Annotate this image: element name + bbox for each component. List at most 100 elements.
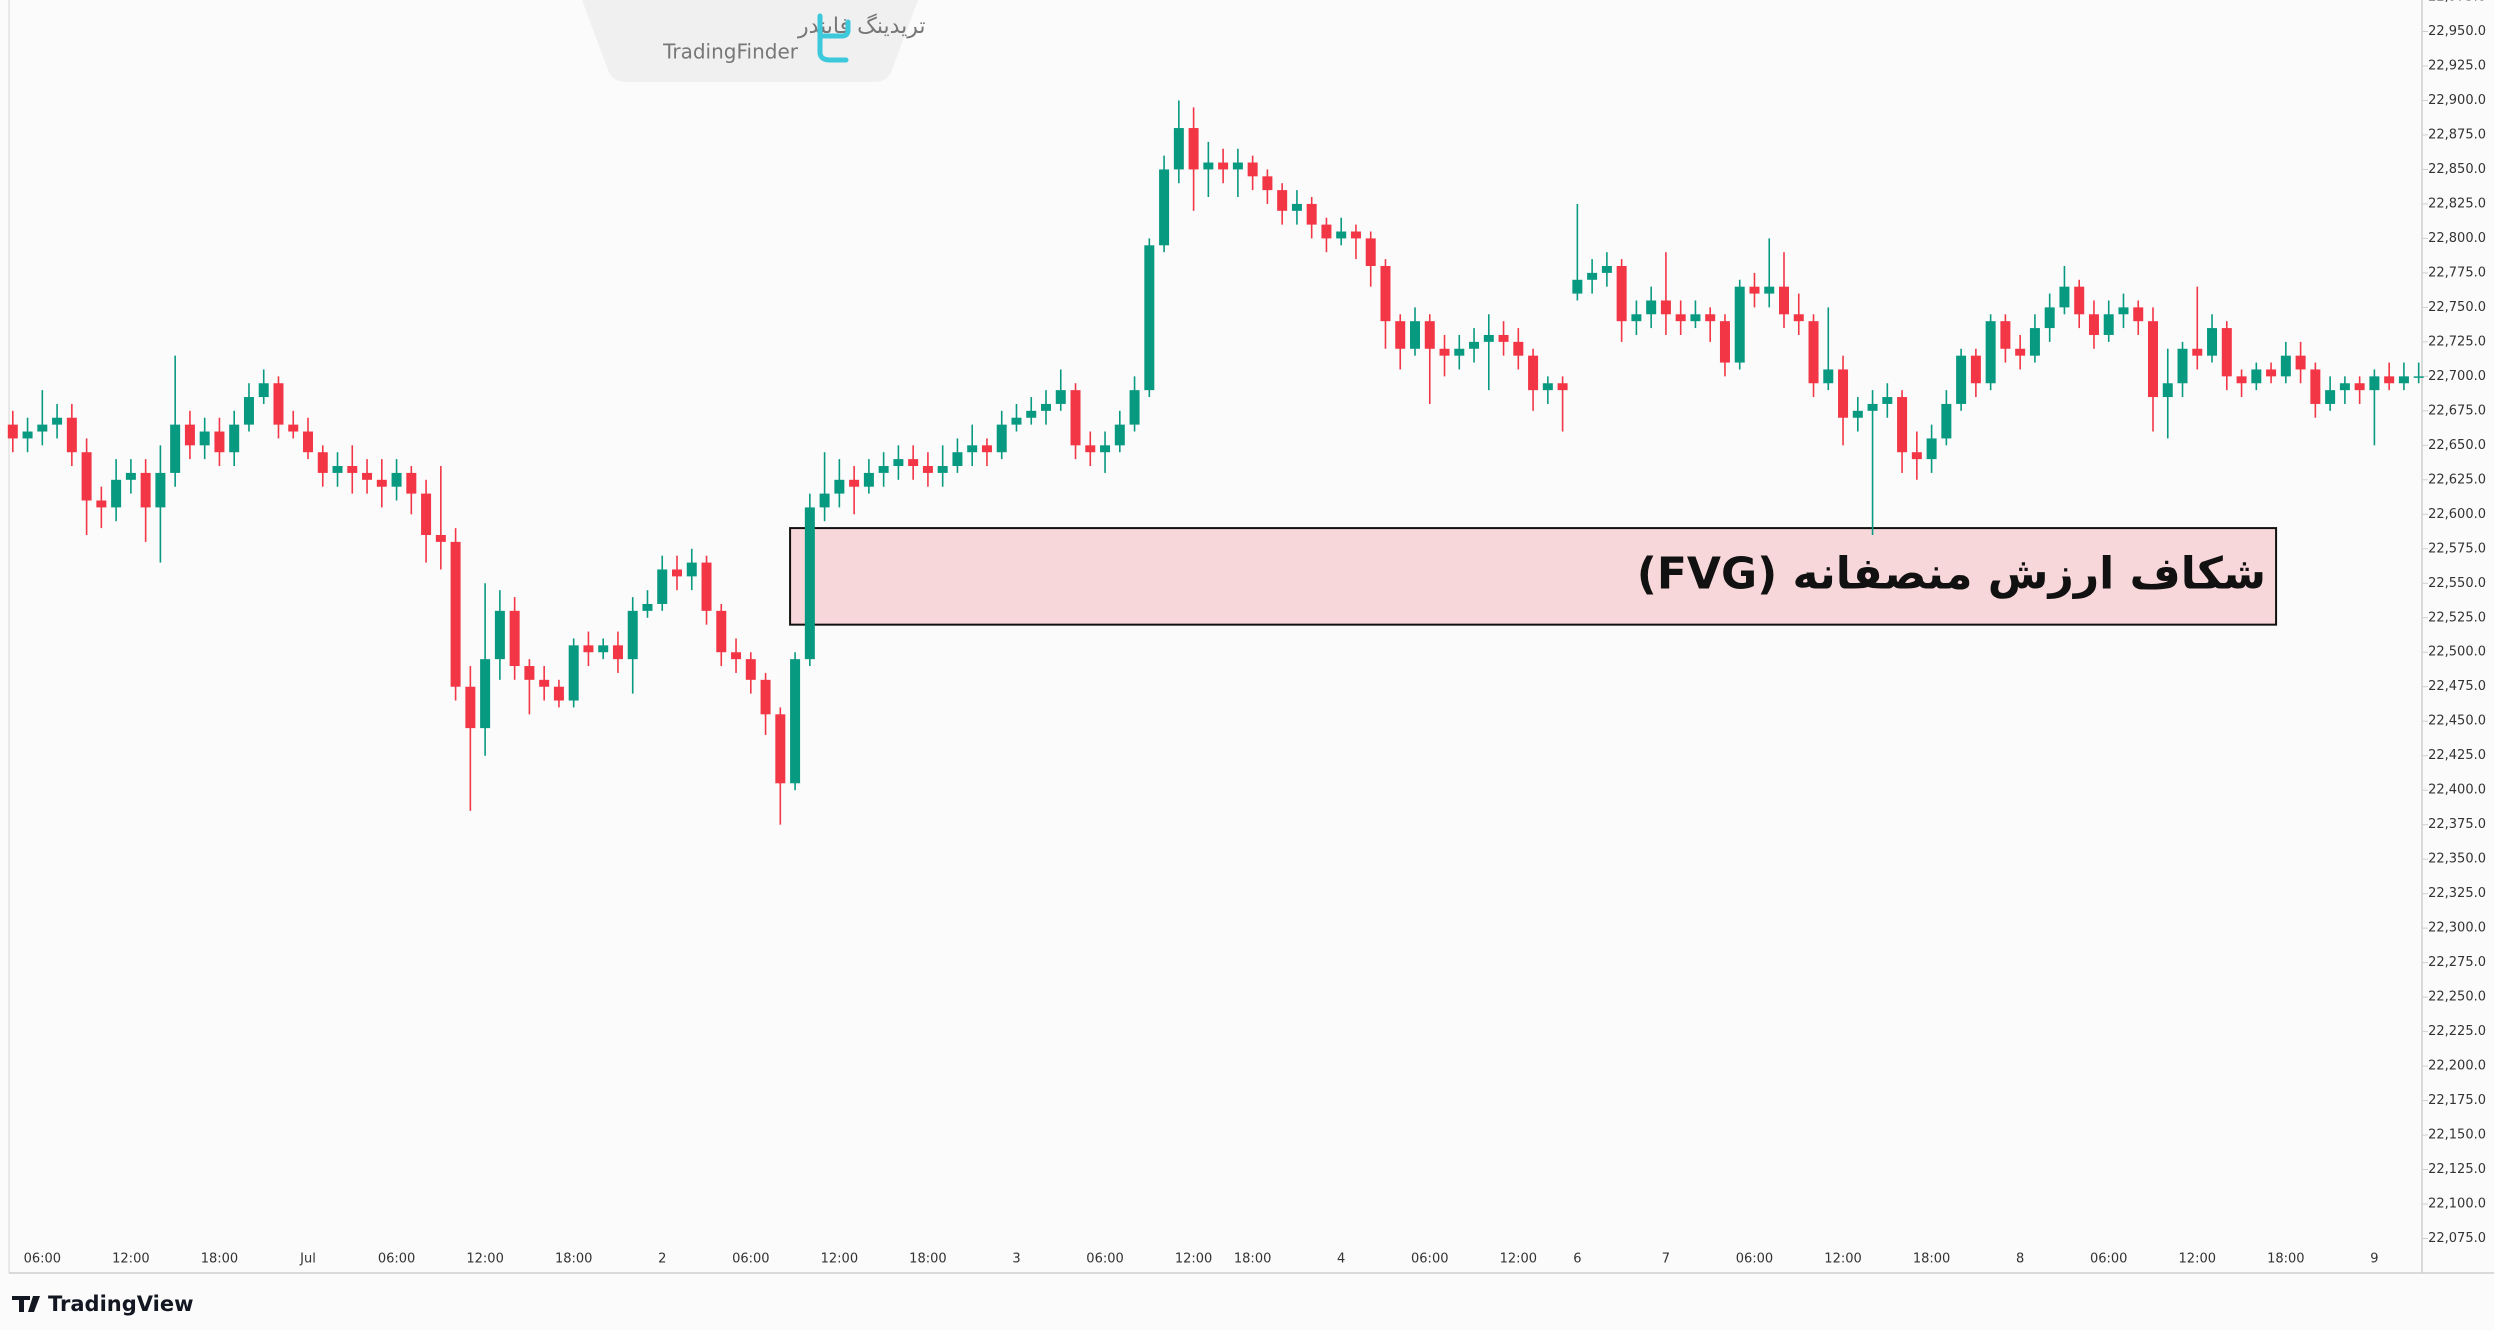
footer-logo bbox=[12, 1296, 40, 1312]
candle-body bbox=[2413, 376, 2424, 378]
y-tick-label: 22,975.0 bbox=[2428, 0, 2486, 5]
candle-body bbox=[96, 500, 107, 508]
candle-body bbox=[494, 610, 505, 660]
candle-body bbox=[1454, 348, 1465, 356]
candle-body bbox=[2266, 369, 2277, 377]
candle-body bbox=[1011, 417, 1022, 425]
candle-body bbox=[1365, 238, 1376, 266]
y-tick-label: 22,750.0 bbox=[2428, 300, 2486, 315]
candle-body bbox=[2088, 314, 2099, 335]
candle-body bbox=[1690, 314, 1701, 322]
candle-body bbox=[1926, 438, 1937, 460]
candle-body bbox=[2207, 328, 2218, 356]
y-tick-label: 22,175.0 bbox=[2428, 1093, 2486, 1108]
candle-body bbox=[1793, 314, 1804, 322]
candle-body bbox=[435, 534, 446, 542]
candle-body bbox=[332, 466, 343, 473]
candle-body bbox=[1232, 162, 1243, 170]
candle-body bbox=[1350, 231, 1361, 239]
candle-body bbox=[347, 466, 358, 473]
candle-body bbox=[1188, 128, 1199, 170]
x-tick-label: 12:00 bbox=[2179, 1252, 2216, 1267]
candle-body bbox=[1173, 128, 1184, 170]
candle-body bbox=[701, 562, 712, 611]
candle-body bbox=[1542, 383, 1553, 391]
y-tick-label: 22,125.0 bbox=[2428, 1162, 2486, 1177]
candle-body bbox=[716, 610, 727, 653]
candle-body bbox=[2295, 355, 2306, 370]
y-tick-label: 22,650.0 bbox=[2428, 438, 2486, 453]
candle-body bbox=[849, 479, 860, 487]
plot: 22,075.0 22,100.0 22,125.0 22,150.0 22,175.0… bbox=[7, 0, 2486, 1267]
x-tick-label: 06:00 bbox=[24, 1252, 61, 1267]
x-tick-label: 12:00 bbox=[821, 1252, 858, 1267]
x-tick-label: 06:00 bbox=[2090, 1252, 2127, 1267]
candle-body bbox=[199, 431, 210, 446]
y-tick-label: 22,875.0 bbox=[2428, 127, 2486, 142]
candle-body bbox=[111, 479, 122, 508]
x-tick-label: 18:00 bbox=[555, 1252, 592, 1267]
y-tick-label: 22,075.0 bbox=[2428, 1231, 2486, 1246]
candle-body bbox=[1882, 397, 1893, 404]
y-tick-label: 22,925.0 bbox=[2428, 58, 2486, 73]
candle-body bbox=[524, 666, 535, 680]
candle-body bbox=[598, 645, 609, 653]
candle-body bbox=[1277, 190, 1288, 211]
candle-body bbox=[1956, 355, 1967, 404]
candle-body bbox=[2148, 321, 2158, 398]
candle-body bbox=[2339, 383, 2350, 391]
y-tick-label: 22,800.0 bbox=[2428, 231, 2486, 246]
candle-body bbox=[37, 424, 48, 432]
candle-body bbox=[125, 472, 136, 480]
candle-body bbox=[922, 466, 933, 473]
candle-body bbox=[2029, 328, 2040, 356]
candle-body bbox=[1764, 286, 1775, 294]
watermark-logo bbox=[817, 13, 851, 63]
y-tick-label: 22,600.0 bbox=[2428, 507, 2486, 522]
candle-body bbox=[1646, 300, 1657, 315]
candle-body bbox=[1601, 265, 1612, 273]
candle-body bbox=[421, 493, 432, 535]
candle-body bbox=[775, 714, 786, 784]
candle-body bbox=[1749, 286, 1760, 294]
candle-body bbox=[1587, 272, 1598, 280]
candle-body bbox=[1779, 286, 1789, 315]
candle-body bbox=[1985, 321, 1996, 384]
candle-body bbox=[2044, 307, 2055, 329]
fvg-zone bbox=[789, 527, 2278, 626]
x-tick-label: 12:00 bbox=[1500, 1252, 1537, 1267]
candle-body bbox=[1513, 341, 1524, 356]
y-tick-label: 22,325.0 bbox=[2428, 886, 2486, 901]
candle-body bbox=[760, 679, 771, 715]
candle-body bbox=[258, 383, 269, 398]
candle-body bbox=[376, 479, 387, 487]
candle-body bbox=[908, 459, 919, 467]
fvg-label: شکاف ارزش منصفانه (FVG) bbox=[1637, 548, 2266, 599]
candle-body bbox=[362, 472, 373, 480]
x-tick-label: 9 bbox=[2370, 1252, 2378, 1267]
candle-body bbox=[1129, 390, 1140, 425]
y-tick-label: 22,350.0 bbox=[2428, 852, 2486, 867]
candle-body bbox=[317, 452, 328, 473]
y-tick-label: 22,950.0 bbox=[2428, 24, 2486, 39]
candle-body bbox=[140, 472, 151, 508]
candle-body bbox=[1026, 410, 1037, 418]
x-tick-label: 12:00 bbox=[466, 1252, 503, 1267]
candle-body bbox=[406, 472, 417, 494]
candle-body bbox=[184, 424, 195, 446]
candle-body bbox=[1218, 162, 1229, 170]
candle-body bbox=[1070, 390, 1081, 446]
y-tick-label: 22,825.0 bbox=[2428, 196, 2486, 211]
candle-body bbox=[2384, 376, 2395, 384]
x-tick-label: 18:00 bbox=[909, 1252, 946, 1267]
y-tick-label: 22,900.0 bbox=[2428, 93, 2486, 108]
candle-body bbox=[612, 645, 623, 660]
candle-body bbox=[1262, 176, 1273, 191]
candle-body bbox=[509, 610, 520, 667]
y-tick-label: 22,100.0 bbox=[2428, 1197, 2486, 1212]
x-tick-label: 12:00 bbox=[112, 1252, 149, 1267]
candle-body bbox=[745, 659, 756, 680]
